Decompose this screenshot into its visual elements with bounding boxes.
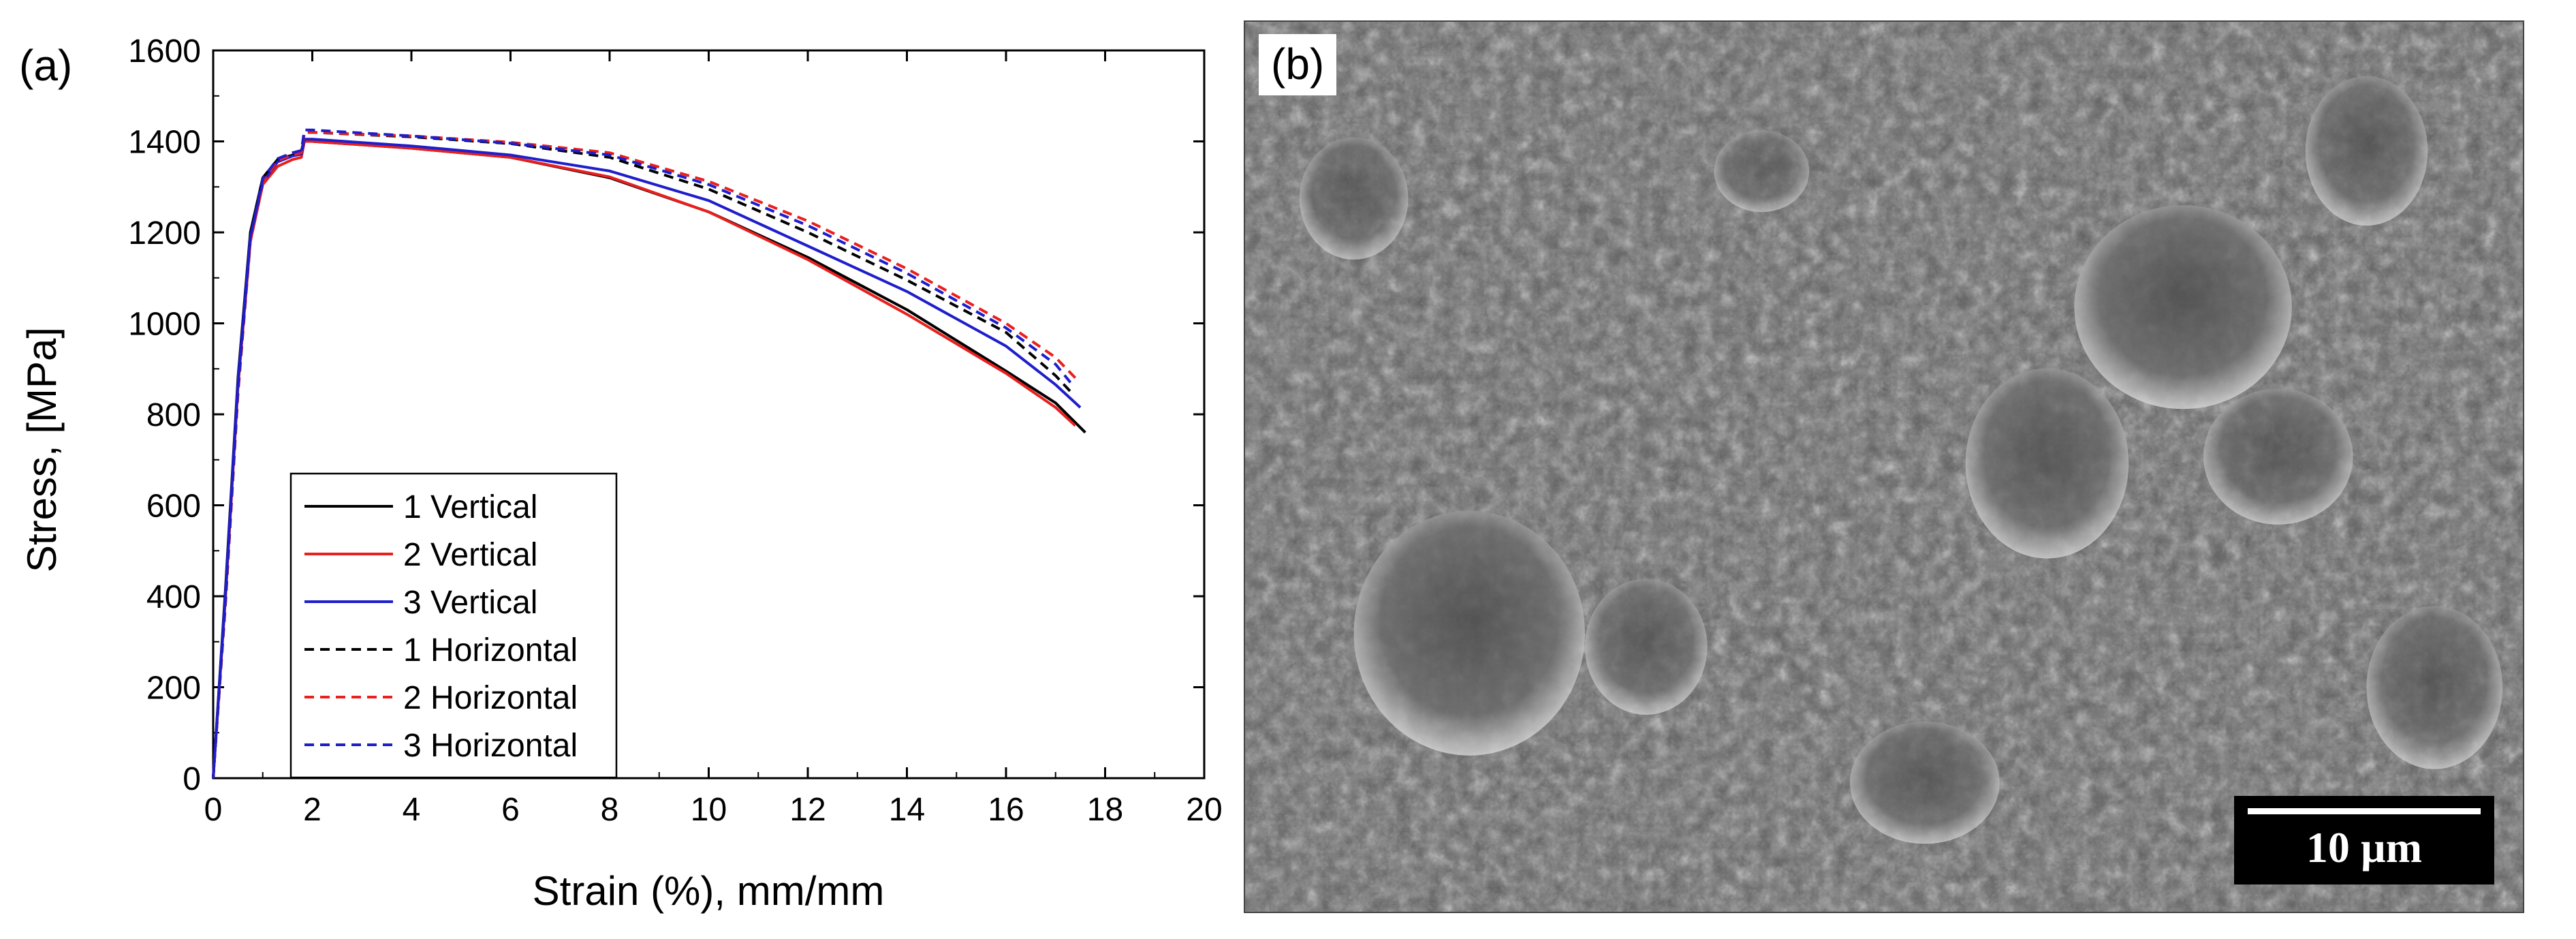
x-tick-label: 0 [204, 792, 223, 828]
x-axis-label: Strain (%), mm/mm [533, 868, 885, 914]
y-axis-label: Stress, [MPa] [19, 327, 65, 572]
legend-label: 2 Horizontal [403, 680, 578, 716]
legend-label: 2 Vertical [403, 537, 537, 573]
x-tick-label: 20 [1186, 792, 1222, 828]
y-tick-label: 1600 [128, 33, 201, 70]
series-line-6 [212, 128, 1072, 779]
plot-area: 0 2 4 6 8 10 12 14 16 18 2002004006008001000120014… [128, 33, 1222, 828]
legend-label: 3 Horizontal [403, 728, 578, 764]
x-tick-label: 12 [789, 792, 826, 828]
y-tick-label: 600 [146, 489, 201, 525]
x-tick-label: 6 [501, 792, 520, 828]
chart-svg: (a) 0 2 4 6 8 10 12 14 16 18 200200400600800100012… [19, 33, 1223, 914]
legend-box [289, 472, 618, 779]
x-tick-label: 16 [988, 792, 1024, 828]
fracture-surface-texture [1245, 22, 2523, 912]
panel-label-a: (a) [19, 41, 72, 90]
x-tick-label: 10 [691, 792, 727, 828]
scale-bar-label: 10 µm [2306, 823, 2423, 872]
scale-bar-line [2248, 808, 2481, 814]
panel-label-b: (b) [1259, 34, 1337, 95]
x-tick-label: 2 [303, 792, 321, 828]
legend-label: 3 Vertical [403, 585, 537, 621]
y-tick-label: 1400 [128, 125, 201, 161]
y-tick-label: 200 [146, 671, 201, 707]
y-tick-label: 800 [146, 397, 201, 433]
stress-strain-chart: (a) 0 2 4 6 8 10 12 14 16 18 20 0 200 400 600 800 1000 12… [0, 0, 1233, 936]
y-tick-label: 1000 [128, 307, 201, 343]
legend-label: 1 Vertical [403, 489, 537, 525]
x-tick-label: 18 [1087, 792, 1123, 828]
sem-fractograph-image: (b) 10 µm [1244, 20, 2524, 913]
y-tick-label: 0 [183, 761, 201, 797]
x-tick-label: 4 [403, 792, 421, 828]
y-tick-label: 400 [146, 579, 201, 615]
x-tick-label: 14 [889, 792, 925, 828]
x-tick-label: 8 [601, 792, 619, 828]
legend-label: 1 Horizontal [403, 632, 578, 668]
series-line-3 [212, 138, 1082, 779]
y-tick-label: 1200 [128, 215, 201, 251]
scale-bar: 10 µm [2234, 796, 2494, 884]
